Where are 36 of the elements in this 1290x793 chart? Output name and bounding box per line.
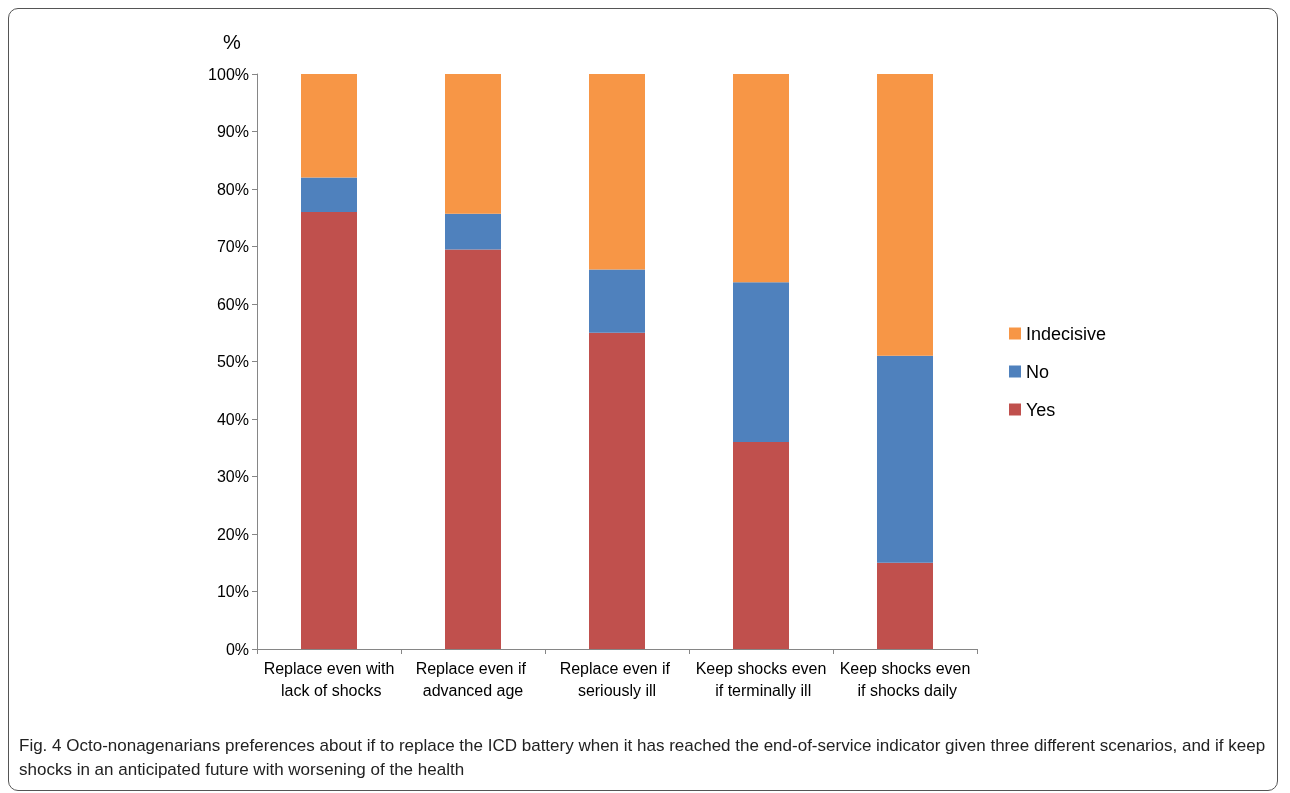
bar (445, 74, 501, 214)
legend-label: Yes (1026, 399, 1056, 420)
bar (445, 213, 501, 250)
y-tick-label: 10% (216, 583, 249, 600)
x-tick-label: Keep shocks even if shocks daily (839, 659, 971, 699)
bar (589, 74, 645, 270)
legend-label: Indecisive (1026, 323, 1107, 344)
y-tick-label: 0% (225, 640, 249, 658)
bar (445, 249, 501, 649)
y-tick-label: 50% (216, 353, 249, 370)
y-tick-label: 90% (216, 123, 249, 140)
y-axis-title: % (223, 31, 242, 53)
y-tick-label: 70% (216, 238, 249, 255)
y-tick-label: 20% (216, 525, 249, 543)
caption: Fig. 4 Octo-nonagenarians preferences about if to replace the ICD battery when it has reached the end-of-service indicator given three different scenarios, and if keep shocks in an anticipated future with worsening of the health (18, 735, 1267, 781)
x-tick-label: Keep shocks even if terminally ill (695, 659, 827, 699)
bar (877, 355, 933, 563)
bar (589, 269, 645, 333)
bar (589, 332, 645, 649)
y-tick-label: 100% (208, 65, 249, 83)
bar (301, 177, 357, 212)
bar (733, 282, 789, 442)
bar (877, 74, 933, 356)
x-tick-label: Replace even if seriously ill (559, 659, 675, 699)
bar (301, 212, 357, 649)
legend-label: No (1026, 361, 1050, 382)
bar (877, 562, 933, 649)
y-tick-label: 40% (216, 410, 249, 428)
bar (733, 74, 789, 283)
x-tick-label: Replace even if advanced age (415, 659, 531, 699)
bar (733, 442, 789, 649)
y-tick-label: 30% (216, 468, 249, 485)
y-tick-label: 60% (216, 295, 249, 313)
y-tick-label: 80% (216, 180, 249, 198)
bar (301, 74, 357, 178)
x-tick-label: Replace even with lack of shocks (263, 659, 395, 699)
